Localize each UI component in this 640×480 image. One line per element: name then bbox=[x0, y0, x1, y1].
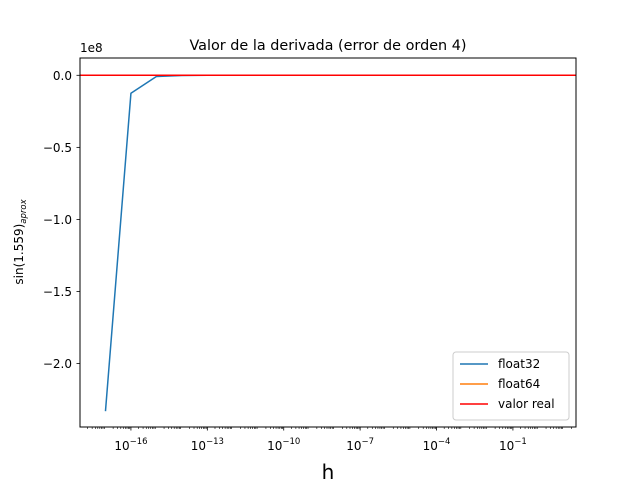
x-tick-label: 10−16 bbox=[114, 437, 147, 453]
legend-box bbox=[452, 351, 570, 421]
x-tick-label-exponent: −13 bbox=[206, 437, 224, 447]
x-tick-label: 10−7 bbox=[346, 437, 374, 453]
x-tick-label-base: 10 bbox=[267, 439, 282, 453]
x-tick-label: 10−10 bbox=[267, 437, 300, 453]
x-tick-label: 10−13 bbox=[191, 437, 224, 453]
x-tick-label-base: 10 bbox=[346, 439, 361, 453]
y-tick-label: −0.5 bbox=[43, 141, 72, 155]
legend-label: float64 bbox=[498, 377, 540, 391]
legend-label: float32 bbox=[498, 357, 540, 371]
x-tick-label-exponent: −4 bbox=[438, 437, 451, 447]
x-tick-label-base: 10 bbox=[423, 439, 438, 453]
x-tick-label-base: 10 bbox=[191, 439, 206, 453]
chart-title: Valor de la derivada (error de orden 4) bbox=[189, 38, 466, 54]
y-tick-label: 0.0 bbox=[53, 69, 72, 83]
x-tick-label-exponent: −10 bbox=[282, 437, 300, 447]
y-axis-label-subscript: aprox bbox=[19, 198, 29, 223]
x-tick-label: 10−4 bbox=[423, 437, 451, 453]
x-axis-label: h bbox=[322, 460, 335, 480]
x-tick-label: 10−1 bbox=[499, 437, 527, 453]
series-group bbox=[80, 74, 576, 412]
offset-label: 1e8 bbox=[80, 41, 103, 55]
y-axis-label-main: sin(1.559) bbox=[12, 224, 26, 285]
legend-label: valor real bbox=[498, 397, 555, 411]
legend: float32 float64 valor real bbox=[452, 351, 570, 421]
x-tick-label-base: 10 bbox=[114, 439, 129, 453]
y-axis-label: sin(1.559)aprox bbox=[12, 198, 29, 284]
y-tick-label: −1.0 bbox=[43, 213, 72, 227]
x-tick-label-base: 10 bbox=[499, 439, 514, 453]
x-tick-label-exponent: −16 bbox=[130, 437, 148, 447]
y-tick-label: −2.0 bbox=[43, 357, 72, 371]
y-axis-ticks: 0.0 −0.5 −1.0 −1.5 −2.0 bbox=[43, 69, 80, 371]
x-tick-label-exponent: −7 bbox=[361, 437, 374, 447]
y-tick-label: −1.5 bbox=[43, 285, 72, 299]
plot-frame bbox=[79, 57, 577, 428]
x-axis-ticks: 10−16 10−13 10−10 10−7 10−4 10−1 bbox=[87, 427, 572, 453]
x-tick-label-exponent: −1 bbox=[514, 437, 527, 447]
